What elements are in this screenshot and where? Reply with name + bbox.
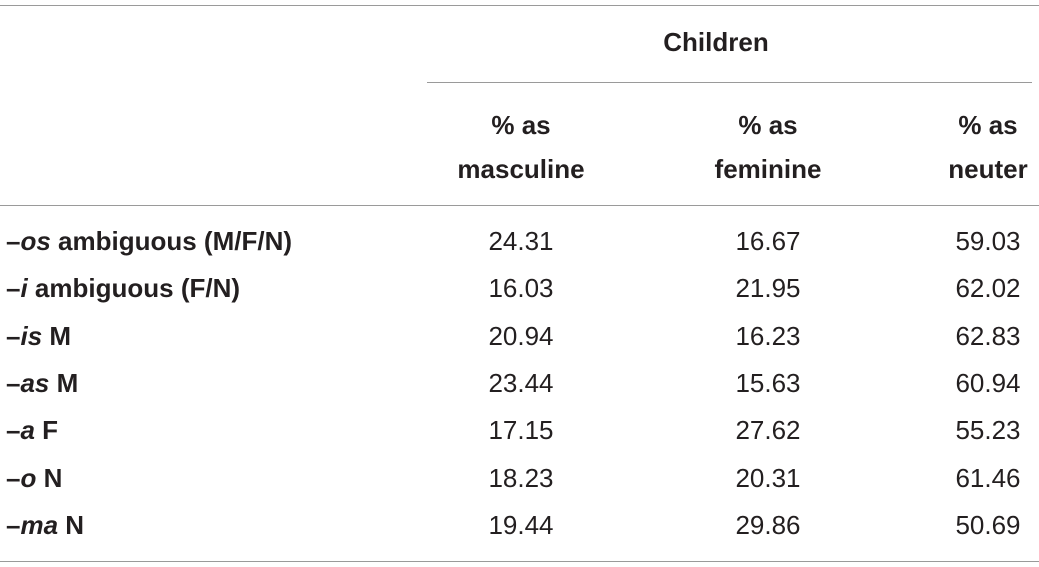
header-bottom-rule bbox=[0, 205, 1039, 206]
table-cell: 17.15 bbox=[488, 415, 554, 445]
row-label: –os ambiguous (M/F/N) bbox=[6, 226, 292, 256]
row-label-text: M bbox=[42, 321, 72, 351]
row-label: –as M bbox=[6, 368, 78, 398]
table-cell: 23.44 bbox=[488, 368, 554, 398]
row-label-ending: a bbox=[20, 415, 35, 445]
row-label-text: ambiguous (M/F/N) bbox=[50, 226, 293, 256]
table-cell: 50.69 bbox=[955, 510, 1021, 540]
table-cell: 15.63 bbox=[735, 368, 801, 398]
table-cell: 16.67 bbox=[735, 226, 801, 256]
col-header-neuter-line1: % as bbox=[958, 110, 1018, 140]
row-label-text: N bbox=[58, 510, 85, 540]
table-cell: 29.86 bbox=[735, 510, 801, 540]
col-header-masculine-line1: % as bbox=[491, 110, 551, 140]
table-cell: 20.31 bbox=[735, 463, 801, 493]
row-label-dash: – bbox=[6, 415, 21, 445]
col-header-feminine-line1: % as bbox=[738, 110, 798, 140]
row-label-ending: o bbox=[20, 463, 37, 493]
table-cell: 60.94 bbox=[955, 368, 1021, 398]
row-label-text: F bbox=[34, 415, 59, 445]
table-cell: 20.94 bbox=[488, 321, 554, 351]
row-label-text: ambiguous (F/N) bbox=[27, 273, 241, 303]
table-cell: 19.44 bbox=[488, 510, 554, 540]
row-label-ending: ma bbox=[20, 510, 59, 540]
row-label-dash: – bbox=[6, 273, 21, 303]
table-cell: 18.23 bbox=[488, 463, 554, 493]
table-cell: 27.62 bbox=[735, 415, 801, 445]
row-label-dash: – bbox=[6, 226, 21, 256]
bottom-rule bbox=[0, 561, 1039, 562]
row-label-ending: is bbox=[20, 321, 43, 351]
row-label-dash: – bbox=[6, 510, 21, 540]
table-cell: 62.02 bbox=[955, 273, 1021, 303]
table-cell: 59.03 bbox=[955, 226, 1021, 256]
row-label-ending: as bbox=[20, 368, 50, 398]
row-label: –ma N bbox=[6, 510, 84, 540]
col-header-feminine-line2: feminine bbox=[714, 154, 822, 184]
row-label-text: M bbox=[49, 368, 79, 398]
row-label-ending: i bbox=[20, 273, 28, 303]
row-label-dash: – bbox=[6, 368, 21, 398]
row-label: –is M bbox=[6, 321, 71, 351]
table-cell: 62.83 bbox=[955, 321, 1021, 351]
table-cell: 24.31 bbox=[488, 226, 554, 256]
top-rule bbox=[0, 5, 1039, 6]
row-label-ending: os bbox=[20, 226, 51, 256]
table-cell: 16.23 bbox=[735, 321, 801, 351]
row-label: –o N bbox=[6, 463, 62, 493]
row-label-text: N bbox=[36, 463, 63, 493]
row-label-dash: – bbox=[6, 463, 21, 493]
col-header-masculine-line2: masculine bbox=[457, 154, 585, 184]
row-label: –i ambiguous (F/N) bbox=[6, 273, 240, 303]
row-label-dash: – bbox=[6, 321, 21, 351]
group-header-children: Children bbox=[663, 27, 769, 57]
table-cell: 16.03 bbox=[488, 273, 554, 303]
col-header-neuter-line2: neuter bbox=[948, 154, 1028, 184]
table-cell: 61.46 bbox=[955, 463, 1021, 493]
group-header-rule bbox=[427, 82, 1032, 83]
row-label: –a F bbox=[6, 415, 58, 445]
table-cell: 55.23 bbox=[955, 415, 1021, 445]
table-cell: 21.95 bbox=[735, 273, 801, 303]
